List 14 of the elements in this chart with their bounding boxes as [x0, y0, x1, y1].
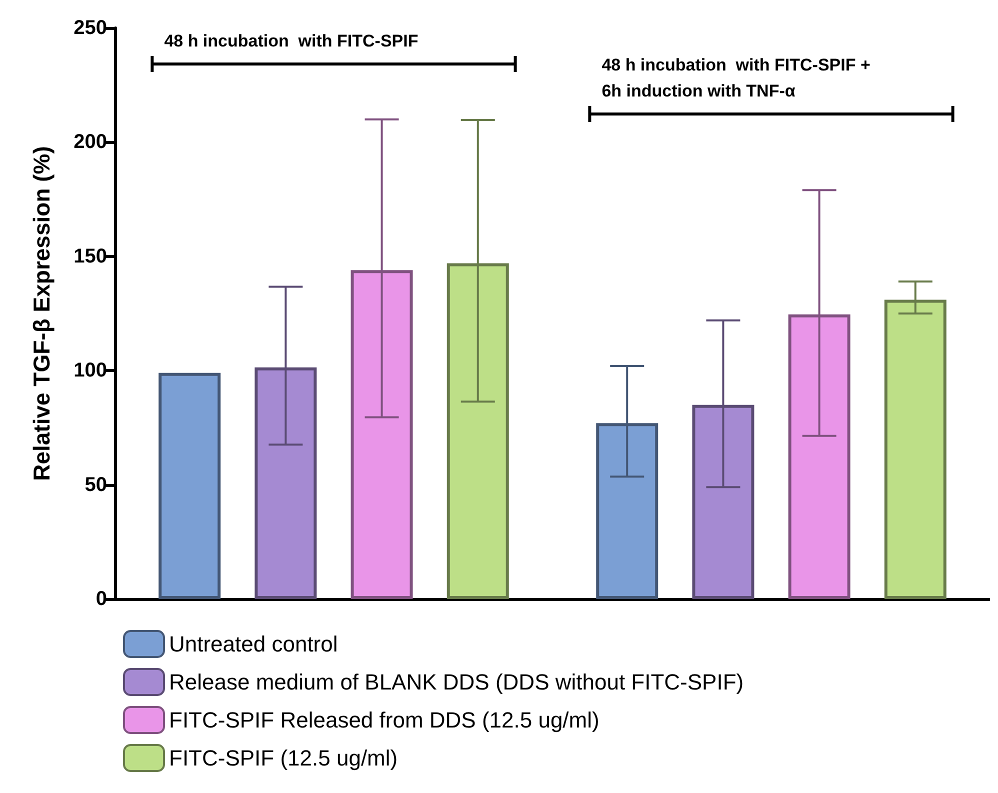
y-tick-label: 50 — [84, 474, 107, 496]
legend-label: FITC-SPIF Released from DDS (12.5 ug/ml) — [169, 708, 600, 732]
y-tick-label: 0 — [96, 588, 107, 610]
legend-label: Untreated control — [169, 632, 338, 656]
y-tick-label: 250 — [74, 17, 107, 39]
y-tick-label: 150 — [74, 245, 107, 268]
legend-label: Release medium of BLANK DDS (DDS without FITC-SPIF) — [169, 670, 744, 694]
annotation: 48 h incubation with FITC-SPIF — [164, 32, 418, 50]
y-tick-label: 100 — [74, 360, 107, 382]
annotation: 48 h incubation with FITC-SPIF + 6h induction with TNF-α — [602, 56, 870, 100]
y-tick-label: 200 — [74, 131, 107, 154]
legend-label: FITC-SPIF (12.5 ug/ml) — [169, 746, 398, 770]
y-axis-title: Relative TGF-β Expression (%) — [28, 146, 54, 481]
bar — [158, 372, 221, 599]
